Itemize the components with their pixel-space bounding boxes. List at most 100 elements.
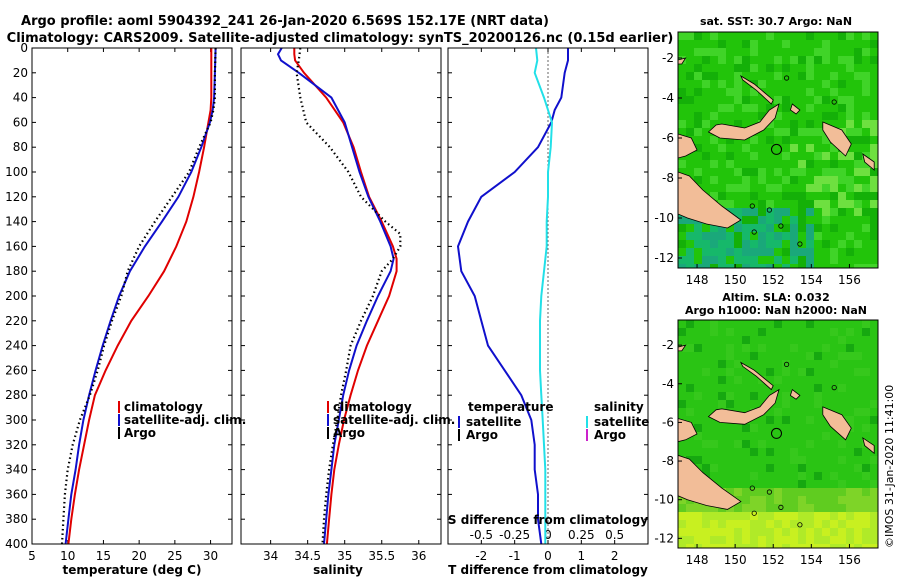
- map-cell: [702, 528, 710, 536]
- map-cell: [694, 48, 702, 56]
- map-cell: [718, 400, 726, 408]
- map-cell: [750, 496, 758, 504]
- map-cell: [790, 448, 798, 456]
- map-cell: [854, 152, 862, 160]
- map-cell: [758, 112, 766, 120]
- x-tick-label: 25: [167, 549, 182, 563]
- map-cell: [806, 512, 814, 520]
- map-cell: [766, 512, 774, 520]
- map-cell: [710, 320, 718, 328]
- map-cell: [790, 496, 798, 504]
- map-cell: [734, 168, 742, 176]
- map-cell: [758, 224, 766, 232]
- map-cell: [718, 104, 726, 112]
- map-cell: [718, 376, 726, 384]
- map-cell: [758, 520, 766, 528]
- map-x-tick-label: 156: [838, 273, 861, 287]
- map-cell: [854, 352, 862, 360]
- map-cell: [758, 544, 766, 548]
- map-cell: [782, 496, 790, 504]
- series-line-climatology: [293, 48, 398, 544]
- map-cell: [694, 392, 702, 400]
- sla-map-frame: [677, 319, 879, 549]
- map-cell: [702, 80, 710, 88]
- map-cell: [838, 440, 846, 448]
- map-x-tick-label: 152: [762, 273, 785, 287]
- map-cell: [854, 160, 862, 168]
- map-cell: [782, 208, 790, 216]
- map-cell: [734, 224, 742, 232]
- map-cell: [830, 520, 838, 528]
- argo-position-marker: [771, 427, 782, 439]
- map-cell: [790, 504, 798, 512]
- map-cell: [870, 488, 878, 496]
- map-cell: [750, 136, 758, 144]
- depth-tick-label: 380: [5, 512, 28, 526]
- map-cell: [870, 416, 878, 424]
- map-cell: [734, 248, 742, 256]
- map-cell: [782, 392, 790, 400]
- legend-label-t-satellite: satellite: [466, 415, 521, 429]
- map-cell: [846, 248, 854, 256]
- map-cell: [750, 256, 758, 264]
- map-cell: [838, 240, 846, 248]
- map-cell: [726, 536, 734, 544]
- difference-xlabel: T difference from climatology: [448, 563, 648, 577]
- map-cell: [766, 120, 774, 128]
- map-cell: [790, 176, 798, 184]
- map-cell: [798, 256, 806, 264]
- map-cell: [726, 392, 734, 400]
- map-cell: [678, 240, 686, 248]
- map-cell: [814, 200, 822, 208]
- map-cell: [790, 120, 798, 128]
- sst-map: sat. SST: 30.7 Argo: NaN 148 150 152 154 156…: [654, 15, 879, 287]
- map-cell: [854, 504, 862, 512]
- map-cell: [710, 32, 718, 40]
- map-cell: [766, 184, 774, 192]
- map-y-tick-label: -12: [654, 251, 674, 265]
- map-cell: [846, 136, 854, 144]
- map-cell: [854, 128, 862, 136]
- map-cell: [782, 520, 790, 528]
- map-cell: [766, 504, 774, 512]
- map-cell: [766, 224, 774, 232]
- map-cell: [790, 240, 798, 248]
- legend-label-argo: Argo: [124, 426, 156, 440]
- map-cell: [694, 432, 702, 440]
- map-cell: [750, 152, 758, 160]
- map-cell: [854, 56, 862, 64]
- map-cell: [862, 160, 870, 168]
- map-cell: [694, 168, 702, 176]
- map-cell: [710, 48, 718, 56]
- map-cell: [734, 80, 742, 88]
- map-cell: [694, 240, 702, 248]
- map-cell: [694, 424, 702, 432]
- map-cell: [838, 456, 846, 464]
- title-line-2: Climatology: CARS2009. Satellite-adjuste…: [7, 31, 674, 46]
- map-cell: [854, 184, 862, 192]
- map-cell: [838, 480, 846, 488]
- map-cell: [814, 232, 822, 240]
- map-cell: [854, 488, 862, 496]
- map-cell: [718, 536, 726, 544]
- map-cell: [822, 496, 830, 504]
- map-cell: [806, 368, 814, 376]
- map-cell: [686, 504, 694, 512]
- map-cell: [782, 416, 790, 424]
- map-cell: [774, 112, 782, 120]
- map-cell: [694, 520, 702, 528]
- map-cell: [710, 440, 718, 448]
- map-cell: [758, 80, 766, 88]
- map-cell: [758, 248, 766, 256]
- map-cell: [862, 472, 870, 480]
- x-tick-label: 36: [411, 549, 426, 563]
- map-cell: [758, 440, 766, 448]
- map-cell: [774, 240, 782, 248]
- map-cell: [814, 56, 822, 64]
- map-cell: [846, 32, 854, 40]
- map-cell: [702, 56, 710, 64]
- map-cell: [862, 224, 870, 232]
- map-cell: [718, 200, 726, 208]
- map-cell: [726, 368, 734, 376]
- map-cell: [726, 104, 734, 112]
